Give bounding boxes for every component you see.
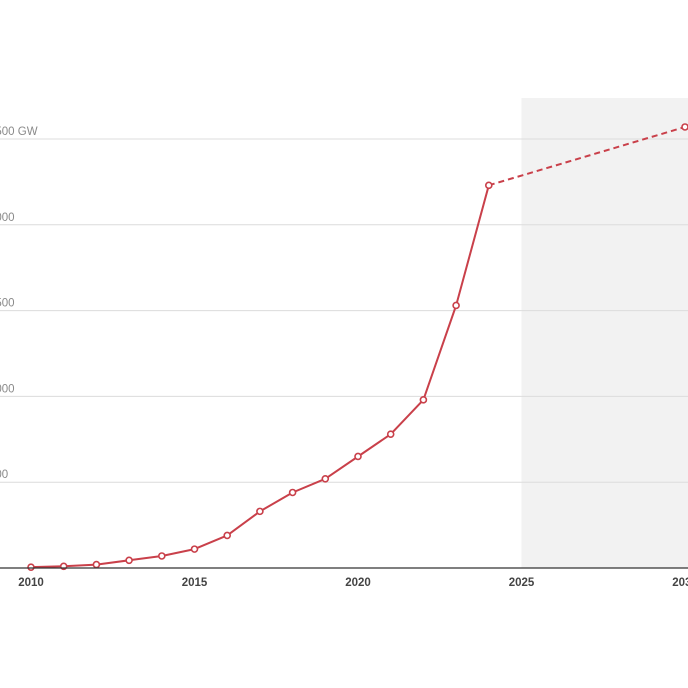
x-tick-label: 2010 bbox=[18, 577, 44, 589]
data-point bbox=[354, 452, 362, 461]
y-tick-label: 500 bbox=[0, 469, 8, 481]
x-tick-labels: 2010 2015 2020 2025 2030 bbox=[18, 577, 688, 589]
gridlines bbox=[0, 138, 688, 483]
x-tick-label: 2025 bbox=[509, 577, 535, 589]
y-tick-labels: 500 1000 1500 2000 2500 GW bbox=[0, 126, 38, 481]
data-point bbox=[190, 545, 199, 553]
data-point bbox=[386, 430, 395, 438]
data-point bbox=[92, 560, 101, 569]
y-tick-label: 1500 bbox=[0, 298, 15, 310]
data-point bbox=[321, 474, 330, 483]
y-tick-label: 2500 GW bbox=[0, 126, 38, 138]
x-tick-label: 2015 bbox=[182, 577, 208, 589]
data-point bbox=[484, 181, 493, 190]
y-tick-label: 1000 bbox=[0, 383, 15, 395]
x-tick-label: 2020 bbox=[345, 577, 371, 589]
x-tick-label: 2030 bbox=[672, 577, 688, 589]
projection-shade bbox=[521, 98, 688, 568]
data-point bbox=[452, 301, 460, 310]
data-point bbox=[27, 563, 35, 571]
data-point bbox=[288, 488, 297, 497]
projection-line bbox=[488, 126, 686, 187]
projection-shade-layer bbox=[521, 98, 688, 568]
data-points bbox=[27, 123, 688, 571]
data-point bbox=[158, 552, 166, 560]
data-point bbox=[681, 123, 688, 131]
y-tick-label: 2000 bbox=[0, 212, 15, 224]
data-point bbox=[223, 531, 231, 540]
data-point bbox=[419, 396, 428, 404]
data-point bbox=[125, 556, 133, 565]
data-point bbox=[256, 507, 264, 516]
